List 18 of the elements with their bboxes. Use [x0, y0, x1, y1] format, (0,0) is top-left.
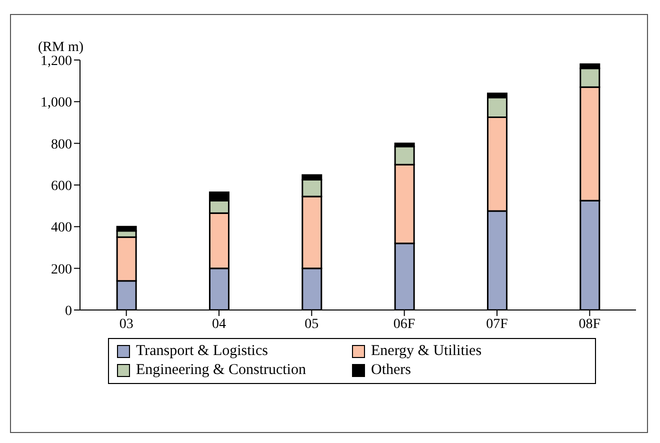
y-axis-title: (RM m) [38, 40, 84, 56]
x-tick-label: 08F [578, 316, 601, 332]
x-tick-label: 05 [304, 316, 319, 332]
y-tick-label: 0 [65, 304, 72, 319]
y-tick-label: 1,000 [40, 96, 72, 111]
y-tick-label: 800 [51, 137, 72, 152]
y-tick-label: 600 [51, 178, 72, 194]
x-tick-label: 07F [486, 316, 508, 332]
x-tick-label: 03 [119, 316, 134, 332]
legend-label: Others [371, 362, 411, 379]
x-tick-label: 04 [212, 316, 226, 332]
legend-label: Energy & Utilities [371, 343, 482, 360]
y-tick-label: 400 [51, 220, 72, 236]
y-tick-label: 1,200 [40, 54, 72, 69]
x-tick-label: 06F [393, 316, 416, 332]
legend-label: Engineering & Construction [136, 362, 306, 379]
legend-label: Transport & Logistics [136, 343, 268, 360]
y-tick-label: 200 [51, 262, 72, 278]
